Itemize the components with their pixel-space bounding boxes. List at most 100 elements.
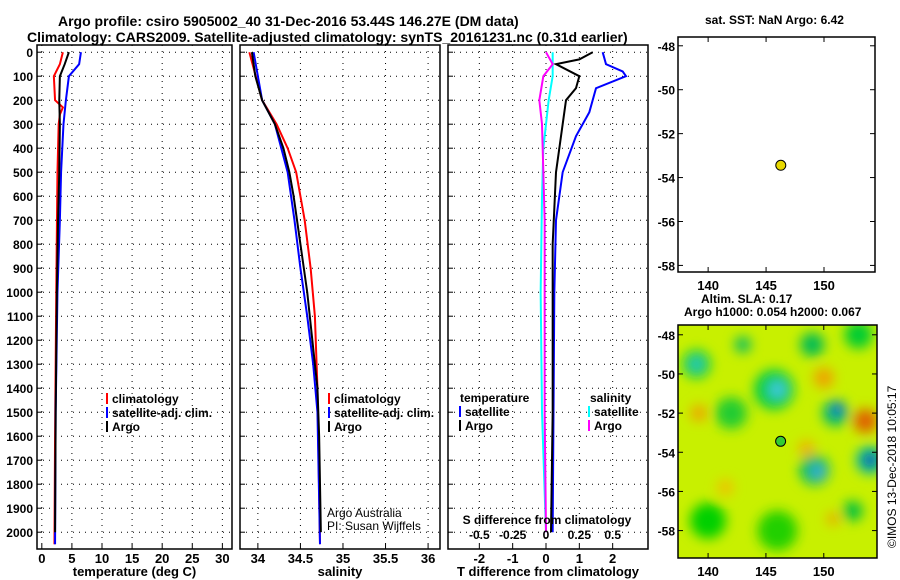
sla-blob: [827, 512, 840, 525]
sla-blob: [757, 510, 798, 551]
lon-tick-label: 140: [697, 564, 719, 579]
title-line-2: Climatology: CARS2009. Satellite-adjuste…: [27, 29, 628, 45]
map-altim_map: [677, 324, 878, 559]
sla-blob: [717, 479, 734, 496]
lat-tick-label: -56: [658, 215, 676, 229]
series-line-climatology: [248, 51, 321, 545]
lat-tick-label: -48: [658, 40, 676, 54]
legend-label: satellite: [594, 405, 639, 419]
legend-label: satellite-adj. clim.: [334, 406, 434, 420]
sla-blob: [734, 336, 751, 353]
s-tick-label: -0.25: [499, 528, 527, 542]
lon-tick-label: 140: [697, 278, 719, 293]
legend-swatch: [106, 421, 108, 432]
sla-blob: [844, 325, 873, 349]
series-line-argo: [250, 52, 322, 533]
x-tick-label: 10: [95, 551, 109, 566]
y-tick-label: 900: [13, 262, 33, 276]
legend-swatch: [106, 407, 108, 418]
legend-swatch: [459, 406, 461, 417]
legend-label: Argo: [465, 419, 493, 433]
series-line-t-argo: [550, 51, 594, 533]
sla-blob: [690, 405, 707, 422]
y-tick-label: 200: [13, 94, 33, 108]
y-tick-label: 100: [13, 70, 33, 84]
panel-temperature: [36, 44, 233, 550]
x-axis-label: T difference from climatology: [457, 564, 640, 579]
y-tick-label: 1600: [6, 430, 33, 444]
legend-label: Argo: [334, 420, 362, 434]
y-tick-label: 1700: [6, 454, 33, 468]
legend-swatch: [328, 421, 330, 432]
s-axis-label: S difference from climatology: [463, 513, 632, 527]
y-tick-label: 1800: [6, 478, 33, 492]
x-tick-label: 35: [336, 551, 350, 566]
s-tick-label: 0.25: [568, 528, 592, 542]
y-tick-label: 2000: [6, 526, 33, 540]
sla-blob: [715, 397, 748, 430]
y-tick-label: 500: [13, 166, 33, 180]
annotation-text: Argo Australia: [327, 506, 402, 520]
sla-blob: [768, 380, 787, 399]
y-tick-label: 1900: [6, 502, 33, 516]
y-tick-label: 600: [13, 190, 33, 204]
s-tick-label: -0.5: [469, 528, 490, 542]
sla-blob: [813, 367, 834, 388]
sst-map-title: sat. SST: NaN Argo: 6.42: [705, 13, 844, 27]
sla-blob: [853, 408, 877, 433]
annotation-text: PI: Susan Wijffels: [327, 519, 421, 533]
x-axis-label: salinity: [318, 564, 364, 579]
sla-blob: [800, 332, 825, 357]
legend-swatch: [588, 420, 590, 431]
lat-tick-label: -52: [658, 407, 676, 421]
x-tick-label: 5: [68, 551, 75, 566]
sla-blob: [863, 453, 877, 468]
y-tick-label: 400: [13, 142, 33, 156]
lat-tick-label: -54: [658, 446, 676, 460]
map-frame: [677, 324, 878, 559]
x-tick-label: 15: [125, 551, 139, 566]
lon-tick-label: 145: [755, 564, 777, 579]
legend-label: satellite-adj. clim.: [112, 406, 212, 420]
plot-frame: [36, 44, 233, 550]
y-tick-label: 0: [26, 46, 33, 60]
s-tick-label: 0: [543, 528, 550, 542]
legend-title-salinity: salinity: [590, 391, 632, 405]
sla-blob: [831, 403, 844, 416]
legend-swatch: [459, 420, 461, 431]
x-tick-label: 20: [155, 551, 169, 566]
x-tick-label: 30: [215, 551, 229, 566]
lat-tick-label: -50: [658, 84, 676, 98]
lat-tick-label: -48: [658, 329, 676, 343]
legend-label: climatology: [334, 392, 401, 406]
lon-tick-label: 145: [755, 278, 777, 293]
map-sst_map: [677, 36, 876, 273]
altim-map-title-1: Altim. SLA: 0.17: [701, 292, 793, 306]
y-tick-label: 1300: [6, 358, 33, 372]
sla-blob: [842, 501, 863, 522]
panel-salinity: [239, 44, 441, 550]
legend-label: Argo: [112, 420, 140, 434]
title-line-1: Argo profile: csiro 5905002_40 31-Dec-20…: [58, 13, 519, 29]
x-tick-label: 25: [185, 551, 199, 566]
x-tick-label: -1: [507, 551, 519, 566]
series-line-satellite-adj-clim-: [252, 52, 321, 545]
sla-blob: [810, 464, 825, 479]
series-line-s-argo: [538, 51, 554, 533]
sla-field: [682, 325, 877, 551]
lat-tick-label: -56: [658, 485, 676, 499]
map-frame: [677, 36, 876, 273]
series-line-t-satellite: [551, 51, 628, 533]
legend-title-temperature: temperature: [460, 391, 530, 405]
map-background: [678, 37, 875, 272]
y-tick-label: 1100: [7, 310, 33, 324]
lat-tick-label: -58: [658, 525, 676, 539]
x-tick-label: 1: [576, 551, 583, 566]
x-tick-label: 0: [542, 551, 549, 566]
x-tick-label: -2: [474, 551, 486, 566]
lat-tick-label: -58: [658, 259, 676, 273]
lat-tick-label: -52: [658, 128, 676, 142]
lat-tick-label: -50: [658, 368, 676, 382]
series-line-argo: [54, 51, 70, 533]
panel-difference: [447, 44, 649, 550]
